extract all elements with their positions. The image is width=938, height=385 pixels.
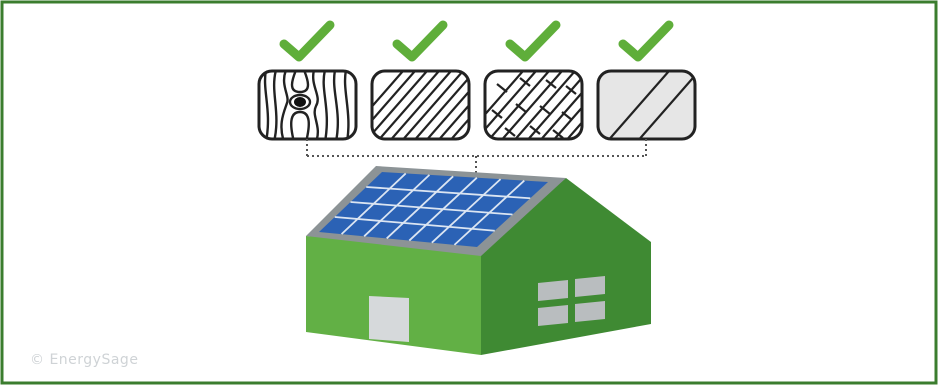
panel-col-line <box>431 178 502 244</box>
house-front-wall <box>306 236 481 355</box>
metal-roof-tile <box>596 69 697 141</box>
checkmark-icon <box>505 20 561 62</box>
panel-col-line <box>386 175 454 240</box>
solar-panel-array <box>319 172 548 247</box>
watermark-text: © EnergySage <box>30 352 139 368</box>
tile-roof-tile <box>483 69 584 141</box>
asphalt-shingle-tile <box>370 69 471 141</box>
checkmark-icon <box>618 20 674 62</box>
panel-col-line <box>363 174 431 237</box>
connector-lines <box>306 139 647 176</box>
house <box>306 166 651 355</box>
house-side-wall <box>481 178 651 355</box>
panel-col-line <box>453 179 525 246</box>
checkmark-icon <box>392 20 448 62</box>
panel-row-line <box>366 186 531 200</box>
panel-row-line <box>350 201 513 216</box>
panel-col-line <box>340 172 407 235</box>
wood-shingle-tile <box>257 69 358 141</box>
panel-col-line <box>408 177 478 242</box>
solar-panel-grid <box>334 172 531 246</box>
panel-row-line <box>334 216 495 232</box>
house-door <box>369 296 409 342</box>
house-window <box>538 276 605 326</box>
checkmark-icon <box>279 20 335 62</box>
